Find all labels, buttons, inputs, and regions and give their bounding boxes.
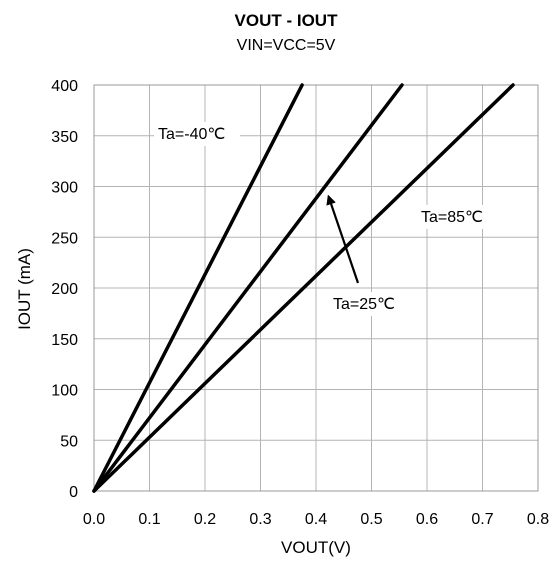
x-tick-label: 0.6 [416,511,438,528]
annotations: Ta=-40℃ Ta=25℃ Ta=85℃ [154,122,509,316]
series-lines [92,83,515,493]
y-tick-label: 100 [51,383,78,400]
y-tick-label: 250 [51,230,78,247]
y-tick-label: 200 [51,281,78,298]
x-tick-label: 0.3 [249,511,271,528]
plot-frame [93,84,539,492]
x-tick-label: 0.5 [360,511,382,528]
chart-subtitle: VIN=VCC=5V [237,37,336,54]
series-line-2 [92,83,404,493]
y-tick-label: 150 [51,332,78,349]
y-tick-label: 350 [51,129,78,146]
y-tick-label: 50 [60,433,78,450]
x-tick-label: 0.2 [194,511,216,528]
x-tick-label: 0.4 [305,511,327,528]
y-tick-label: 300 [51,180,78,197]
y-axis-label: IOUT (mA) [15,248,34,330]
annotation-background [417,205,509,229]
annotation-label-1: Ta=-40℃ [158,126,225,143]
x-tick-label: 0.8 [527,511,549,528]
annotation-arrow [326,194,360,284]
x-tick-label: 0.0 [83,511,105,528]
series-line-1 [92,83,304,493]
y-tick-label: 400 [51,78,78,95]
x-axis-label: VOUT(V) [281,538,351,557]
series-line-3 [92,83,515,493]
tick-labels: 0.0 0.1 0.2 0.3 0.4 0.5 0.6 0.7 0.8 0 50 100 150 200 2… [51,78,549,528]
annotation-background [329,292,421,316]
y-tick-label: 0 [69,484,78,501]
x-tick-label: 0.1 [138,511,160,528]
x-tick-label: 0.7 [471,511,493,528]
annotation-label-2: Ta=25℃ [333,296,395,313]
annotation-background [154,122,240,146]
chart-title: VOUT - IOUT [235,11,339,30]
annotation-label-3: Ta=85℃ [421,209,483,226]
grid [93,84,539,492]
